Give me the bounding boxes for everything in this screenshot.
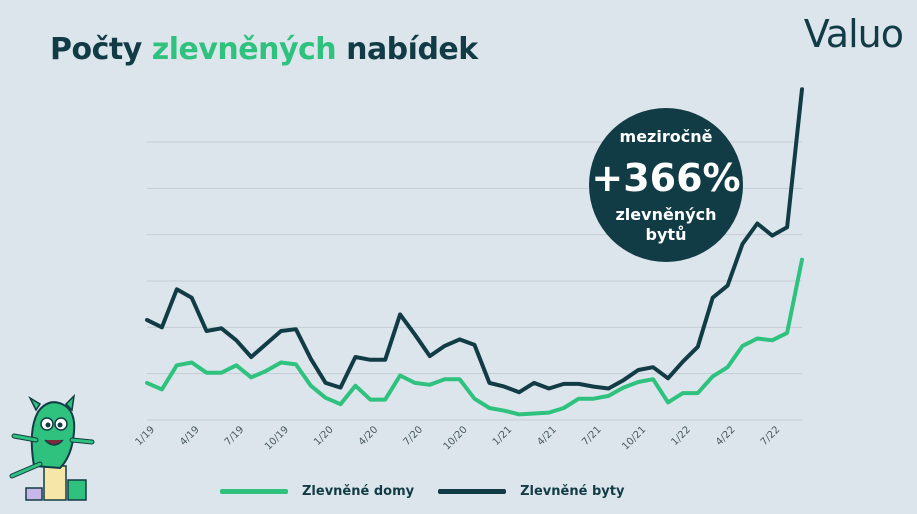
callout-line1: meziročně	[620, 127, 713, 146]
x-axis-ticks: 1/19 4/19 7/19 10/19 1/20 4/20 7/20 10/20 1/21 4/…	[133, 424, 782, 452]
x-tick-label: 7/21	[580, 424, 604, 448]
x-tick-label: 1/20	[312, 424, 336, 448]
x-tick-label: 1/22	[669, 424, 693, 448]
legend-label-byty: Zlevněné byty	[520, 484, 625, 499]
title-part2: nabídek	[336, 32, 478, 67]
x-tick-label: 10/19	[263, 424, 291, 452]
legend-swatch-domy	[220, 489, 288, 494]
page-title: Počty zlevněných nabídek	[50, 32, 478, 67]
x-tick-label: 4/20	[357, 424, 381, 448]
x-tick-label: 4/22	[714, 424, 738, 448]
legend-item-byty: Zlevněné byty	[438, 484, 624, 499]
callout-line4: bytů	[646, 225, 687, 244]
x-tick-label: 1/19	[133, 424, 157, 448]
legend-label-domy: Zlevněné domy	[302, 484, 415, 499]
callout-big-number: +366%	[591, 156, 740, 200]
title-accent: zlevněných	[151, 32, 337, 67]
callout-circle	[589, 108, 743, 262]
valuo-logo: Valuo	[803, 12, 904, 56]
x-tick-label: 10/21	[620, 424, 648, 452]
x-tick-label: 4/19	[178, 424, 202, 448]
x-tick-label: 10/20	[442, 424, 470, 452]
title-part1: Počty	[50, 32, 152, 67]
callout-bubble: meziročně +366% zlevněných bytů	[589, 108, 743, 262]
green-mascot-icon	[9, 393, 95, 501]
chart-legend: Zlevněné domy Zlevněné byty	[220, 484, 624, 499]
x-tick-label: 7/20	[401, 424, 425, 448]
x-tick-label: 1/21	[491, 424, 515, 448]
x-tick-label: 4/21	[535, 424, 559, 448]
callout-line3: zlevněných	[615, 205, 716, 224]
legend-swatch-byty	[438, 489, 507, 494]
legend-item-domy: Zlevněné domy	[220, 484, 414, 499]
series-line-zlevnene-byty	[145, 87, 804, 395]
series-line-zlevnene-domy	[145, 257, 804, 417]
x-tick-label: 7/22	[759, 424, 783, 448]
x-tick-label: 7/19	[223, 424, 247, 448]
